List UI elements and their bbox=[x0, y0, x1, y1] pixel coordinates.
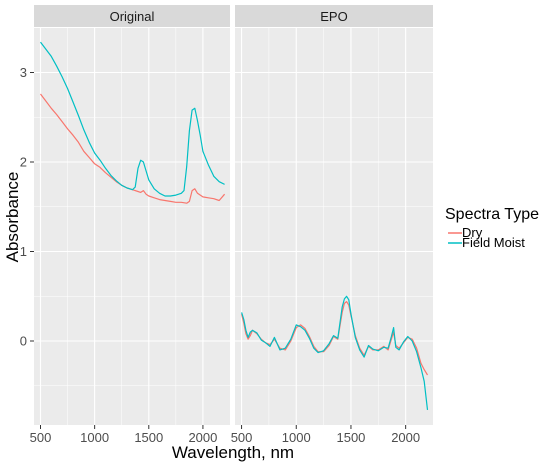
x-tick-label-original-1500: 1500 bbox=[134, 430, 163, 445]
legend-label-dry: Dry bbox=[462, 225, 483, 240]
x-tick-label-original-1000: 1000 bbox=[80, 430, 109, 445]
panel-original bbox=[34, 28, 230, 425]
x-axis-title: Wavelength, nm bbox=[172, 443, 294, 462]
x-tick-label-original-2000: 2000 bbox=[188, 430, 217, 445]
legend-title: Spectra Type bbox=[445, 206, 539, 223]
legend-label-field-moist: Field Moist bbox=[462, 235, 525, 250]
x-tick-label-epo-1500: 1500 bbox=[336, 430, 365, 445]
y-tick-label-3: 3 bbox=[20, 65, 27, 80]
x-tick-label-original-500: 500 bbox=[30, 430, 52, 445]
x-tick-label-epo-500: 500 bbox=[231, 430, 253, 445]
series-line-epo-field-moist bbox=[241, 295, 429, 410]
series-line-original-field-moist bbox=[40, 41, 225, 197]
panel-epo bbox=[235, 28, 433, 425]
strip-original bbox=[34, 5, 230, 27]
y-tick-label-0: 0 bbox=[20, 334, 27, 349]
strip-label-epo: EPO bbox=[320, 9, 347, 24]
x-tick-label-epo-1000: 1000 bbox=[282, 430, 311, 445]
legend: Spectra Type Dry Field Moist bbox=[445, 206, 539, 250]
x-tick-label-epo-2000: 2000 bbox=[391, 430, 420, 445]
y-axis-title: Absorbance bbox=[3, 172, 22, 263]
plot-layer: Original 500 1000 1500 2000 EPO 500 1000 1500 200… bbox=[20, 5, 433, 445]
strip-epo bbox=[235, 5, 433, 27]
y-tick-label-2: 2 bbox=[20, 155, 27, 170]
strip-label-original: Original bbox=[110, 9, 155, 24]
y-tick-label-1: 1 bbox=[20, 244, 27, 259]
series-line-original-dry bbox=[40, 93, 226, 204]
